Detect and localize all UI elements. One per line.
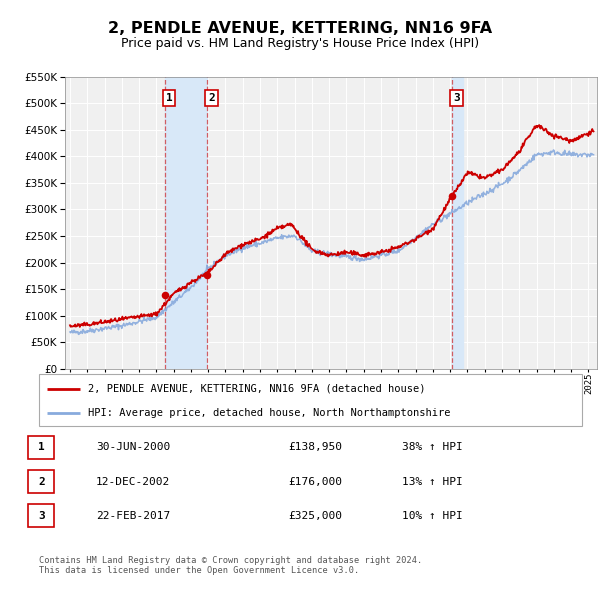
Point [203,271,212,280]
Text: 10% ↑ HPI: 10% ↑ HPI [402,511,463,521]
Text: 3: 3 [453,93,460,103]
Text: 3: 3 [38,511,45,521]
Text: Contains HM Land Registry data © Crown copyright and database right 2024.
This d: Contains HM Land Registry data © Crown c… [39,556,422,575]
Text: 2, PENDLE AVENUE, KETTERING, NN16 9FA: 2, PENDLE AVENUE, KETTERING, NN16 9FA [108,21,492,35]
Text: 1: 1 [38,442,45,453]
Text: 1: 1 [166,93,172,103]
Text: 30-JUN-2000: 30-JUN-2000 [96,442,170,453]
Text: 38% ↑ HPI: 38% ↑ HPI [402,442,463,453]
Text: 2: 2 [208,93,215,103]
Text: £176,000: £176,000 [288,477,342,487]
Bar [165,77,208,369]
Text: 13% ↑ HPI: 13% ↑ HPI [402,477,463,487]
Text: 2, PENDLE AVENUE, KETTERING, NN16 9FA (detached house): 2, PENDLE AVENUE, KETTERING, NN16 9FA (d… [88,384,425,394]
Text: 2: 2 [38,477,45,487]
Text: £325,000: £325,000 [288,511,342,521]
Point [160,290,170,300]
Bar [452,77,463,369]
Text: HPI: Average price, detached house, North Northamptonshire: HPI: Average price, detached house, Nort… [88,408,451,418]
Text: 22-FEB-2017: 22-FEB-2017 [96,511,170,521]
Text: 12-DEC-2002: 12-DEC-2002 [96,477,170,487]
Point [448,192,457,201]
Text: £138,950: £138,950 [288,442,342,453]
Text: Price paid vs. HM Land Registry's House Price Index (HPI): Price paid vs. HM Land Registry's House … [121,37,479,50]
